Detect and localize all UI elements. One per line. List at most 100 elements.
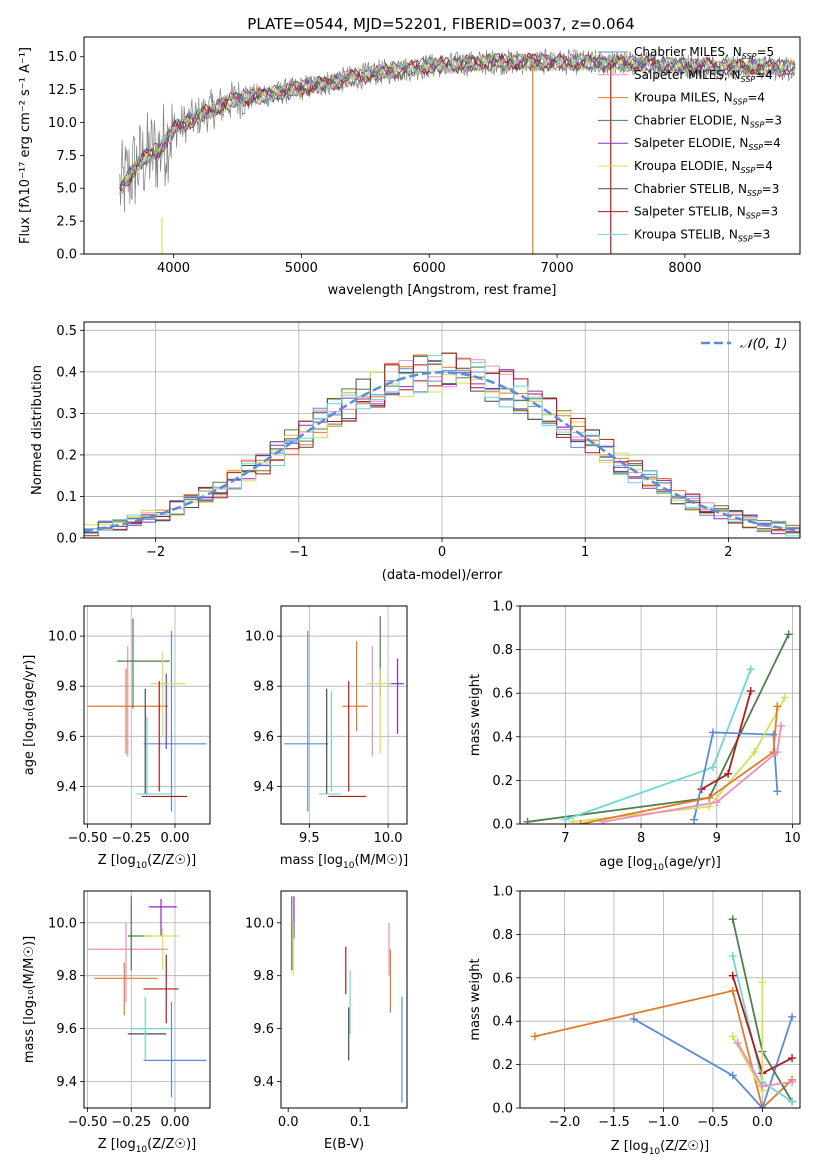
x-tick-label: 0.0 xyxy=(278,1115,299,1130)
residuals-panel: −2 −1 0 1 2 0.0 0.1 0.2 0.3 0.4 0.5 (data-model)/er… xyxy=(30,321,801,583)
series-line-kroupa-miles xyxy=(534,989,793,1108)
mass-vs-metallicity-panel: −0.50 −0.25 0.00 9.4 9.6 9.8 10.0 Z [log10(Z/Z☉… xyxy=(22,890,211,1155)
y-axis-label: mass [log₁₀(M/M☉)] xyxy=(22,936,37,1063)
x-tick-label: −2.0 xyxy=(549,1115,581,1130)
y-tick-label: 12.5 xyxy=(48,83,77,98)
axes-frame xyxy=(83,36,801,255)
series-point-marker xyxy=(728,1032,737,1041)
y-tick-label: 0.5 xyxy=(56,324,77,339)
x-axis-label: age [log10(age/yr)] xyxy=(599,855,721,873)
observed-spectrum-line xyxy=(119,48,796,213)
series-point-marker xyxy=(777,721,786,730)
errorbar-points xyxy=(87,896,207,1098)
series-point-marker xyxy=(746,687,755,696)
series-line-kroupa-elodie xyxy=(572,697,786,823)
y-tick-label: 1.0 xyxy=(492,600,513,615)
legend-label: Kroupa STELIB, NSSP=3 xyxy=(634,227,770,243)
axes-frame xyxy=(83,321,801,539)
x-tick-label: 0 xyxy=(438,545,446,560)
legend-label: Kroupa ELODIE, NSSP=4 xyxy=(634,159,773,175)
x-tick-label: 8000 xyxy=(668,261,701,276)
series-point-marker xyxy=(773,748,782,757)
spectrum-lines xyxy=(119,48,796,254)
y-tick-label: 0.6 xyxy=(492,971,513,986)
series-point-marker xyxy=(705,793,714,802)
y-tick-label: 0.6 xyxy=(492,687,513,702)
axes-frame xyxy=(280,890,408,1109)
x-tick-label: −2 xyxy=(146,545,165,560)
x-tick-label: 6000 xyxy=(413,261,446,276)
y-tick-label: 10.0 xyxy=(245,916,274,931)
y-tick-label: 9.6 xyxy=(56,730,77,745)
axes-frame xyxy=(519,890,801,1109)
age-vs-metallicity-panel: −0.50 −0.25 0.00 9.4 9.6 9.8 10.0 Z [log10(Z/Z☉… xyxy=(22,605,211,871)
y-tick-label: 9.8 xyxy=(56,680,77,695)
x-tick-label: −0.50 xyxy=(68,831,108,846)
x-axis-label: Z [log10(Z/Z☉)] xyxy=(611,1139,709,1157)
x-tick-label: 0.1 xyxy=(350,1115,371,1130)
x-tick-label: 0.00 xyxy=(161,1115,190,1130)
figure-title: PLATE=0544, MJD=52201, FIBERID=0037, z=0… xyxy=(247,15,634,33)
y-tick-label: 9.6 xyxy=(253,730,274,745)
series-line-chabrier-miles xyxy=(633,1016,793,1108)
series-point-marker xyxy=(599,817,608,824)
series-point-marker xyxy=(728,971,737,980)
series-line-chabrier-miles xyxy=(693,731,779,820)
legend-label: Chabrier STELIB, NSSP=3 xyxy=(634,182,779,198)
legend-label: Salpeter MILES, NSSP=4 xyxy=(634,68,773,84)
y-axis-label: age [log₁₀(age/yr)] xyxy=(22,655,37,776)
y-tick-label: 0.2 xyxy=(56,448,77,463)
y-axis-label: mass weight xyxy=(468,674,483,756)
x-tick-label: 2 xyxy=(724,545,732,560)
axes-frame xyxy=(280,605,408,825)
x-tick-label: −1 xyxy=(289,545,308,560)
normal-curve-line xyxy=(84,371,800,532)
x-axis-label: Z [log10(Z/Z☉)] xyxy=(98,1137,196,1155)
series-point-marker xyxy=(712,798,721,807)
series-point-marker xyxy=(728,1071,737,1080)
y-tick-label: 0.0 xyxy=(492,818,513,833)
y-tick-label: 9.4 xyxy=(56,1075,77,1090)
y-tick-label: 0.1 xyxy=(56,490,77,505)
series-line-kroupa-miles xyxy=(580,706,779,824)
series-point-marker xyxy=(561,815,570,824)
y-tick-label: 10.0 xyxy=(245,630,274,645)
series-point-marker xyxy=(629,1015,638,1024)
y-tick-label: 0.4 xyxy=(56,365,77,380)
series-point-marker xyxy=(708,728,717,737)
mass-weight-vs-metallicity-panel: −2.0 −1.5 −1.0 −0.5 0.0 0.0 0.2 0.4 0.6 0.8 1.0 Z [… xyxy=(468,885,801,1157)
series-point-marker xyxy=(788,1097,797,1106)
series-point-marker xyxy=(788,1054,797,1063)
series-point-marker xyxy=(724,769,733,778)
series-line-salpeter-miles xyxy=(603,725,782,823)
series-lines xyxy=(530,915,797,1108)
series-point-marker xyxy=(788,1077,797,1086)
y-axis-label: mass weight xyxy=(468,958,483,1040)
x-axis-label: (data-model)/error xyxy=(382,568,503,583)
errorbar-points xyxy=(87,618,207,812)
legend-label: 𝒩(0, 1) xyxy=(740,337,787,352)
series-point-marker xyxy=(780,693,789,702)
series-point-marker xyxy=(690,815,699,824)
series-point-marker xyxy=(758,978,767,987)
axes-frame xyxy=(519,605,801,825)
y-tick-label: 0.8 xyxy=(492,928,513,943)
series-point-marker xyxy=(728,952,737,961)
histogram-steps xyxy=(84,352,800,537)
model-spectrum-line-chabrier-stelib xyxy=(119,51,796,188)
x-tick-label: −0.5 xyxy=(697,1115,729,1130)
series-point-marker xyxy=(773,702,782,711)
legend-label: Chabrier ELODIE, NSSP=3 xyxy=(634,113,782,129)
x-tick-label: −1.5 xyxy=(598,1115,630,1130)
x-tick-label: 4000 xyxy=(157,261,190,276)
y-tick-label: 7.5 xyxy=(56,149,77,164)
y-tick-label: 0.0 xyxy=(56,532,77,547)
y-tick-label: 0.4 xyxy=(492,730,513,745)
series-point-marker xyxy=(758,1082,767,1091)
x-axis-label: Z [log10(Z/Z☉)] xyxy=(98,853,196,871)
y-tick-label: 5.0 xyxy=(56,182,77,197)
series-point-marker xyxy=(733,1038,742,1047)
y-tick-label: 9.4 xyxy=(253,780,274,795)
y-tick-label: 0.2 xyxy=(492,774,513,789)
mass-vs-reddening-panel: 0.0 0.1 9.4 9.6 9.8 10.0 E(B-V) xyxy=(245,890,408,1152)
